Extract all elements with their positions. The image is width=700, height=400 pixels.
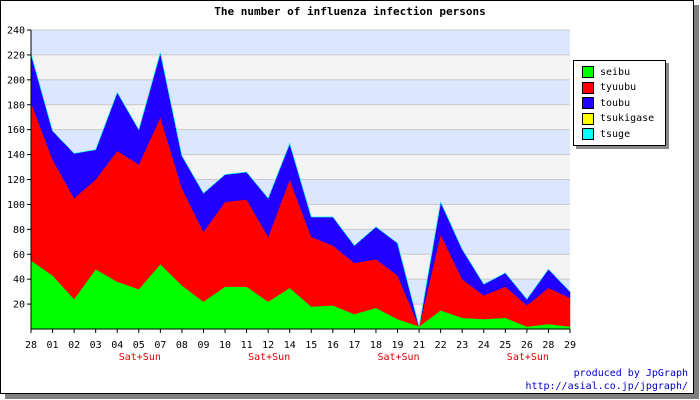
grid-band xyxy=(31,30,570,55)
legend-swatch xyxy=(582,97,594,110)
weekend-label: Sat+Sun xyxy=(119,352,161,363)
legend-label: toubu xyxy=(600,97,631,109)
x-tick-label: 26 xyxy=(521,340,533,351)
x-tick-label: 14 xyxy=(284,340,296,351)
x-tick-label: 19 xyxy=(391,340,403,351)
legend-item-tyuubu: tyuubu xyxy=(582,81,636,95)
legend-item-tsuge: tsuge xyxy=(582,127,630,141)
y-tick-label: 100 xyxy=(7,200,25,211)
y-tick-label: 20 xyxy=(13,300,25,311)
y-tick-label: 240 xyxy=(7,26,25,37)
x-tick-label: 08 xyxy=(176,340,188,351)
x-tick-label: 17 xyxy=(348,340,360,351)
area-series-tsuge xyxy=(30,52,571,327)
legend-label: tsuge xyxy=(600,128,631,140)
y-tick-label: 120 xyxy=(7,175,25,186)
legend-swatch xyxy=(582,112,594,125)
credit-line-2: http://asial.co.jp/jpgraph/ xyxy=(525,381,688,392)
chart-title: The number of influenza infection person… xyxy=(214,5,486,18)
weekend-label: Sat+Sun xyxy=(507,352,549,363)
y-tick-label: 160 xyxy=(7,125,25,136)
weekend-label: Sat+Sun xyxy=(248,352,290,363)
x-tick-label: 11 xyxy=(241,340,253,351)
x-tick-label: 04 xyxy=(111,340,123,351)
x-tick-label: 12 xyxy=(262,340,274,351)
x-tick-label: 03 xyxy=(90,340,102,351)
y-tick-label: 140 xyxy=(7,150,25,161)
legend-swatch xyxy=(582,81,594,94)
credit: produced by JpGraph http://asial.co.jp/j… xyxy=(525,367,688,393)
legend-item-tsukigase: tsukigase xyxy=(582,112,654,126)
legend-swatch xyxy=(582,128,594,141)
chart-legend: seibu tyuubu toubu tsukigase tsuge xyxy=(573,60,666,146)
x-tick-label: 25 xyxy=(499,340,511,351)
x-tick-label: 15 xyxy=(305,340,317,351)
y-tick-label: 180 xyxy=(7,100,25,111)
x-tick-label: 01 xyxy=(47,340,59,351)
x-tick-label: 05 xyxy=(133,340,145,351)
x-tick-label: 02 xyxy=(68,340,80,351)
x-tick-label: 16 xyxy=(327,340,339,351)
x-tick-label: 18 xyxy=(370,340,382,351)
x-tick-label: 23 xyxy=(456,340,468,351)
x-tick-label: 09 xyxy=(197,340,209,351)
grid-band xyxy=(31,79,570,105)
y-tick-label: 80 xyxy=(13,225,25,236)
x-tick-label: 07 xyxy=(154,340,166,351)
y-tick-label: 200 xyxy=(7,75,25,86)
x-tick-label: 24 xyxy=(478,340,490,351)
x-tick-label: 28 xyxy=(25,340,37,351)
weekend-label: Sat+Sun xyxy=(377,352,419,363)
legend-swatch xyxy=(582,66,594,78)
x-tick-label: 10 xyxy=(219,340,231,351)
grid-band xyxy=(31,54,570,80)
x-tick-label: 29 xyxy=(564,340,576,351)
y-tick-label: 40 xyxy=(13,275,25,286)
legend-label: seibu xyxy=(600,66,631,78)
legend-item-seibu: seibu xyxy=(582,65,630,79)
legend-item-toubu: toubu xyxy=(582,96,630,110)
credit-line-1: produced by JpGraph xyxy=(573,368,688,379)
y-tick-label: 60 xyxy=(13,250,25,261)
x-tick-label: 28 xyxy=(542,340,554,351)
x-tick-label: 22 xyxy=(435,340,447,351)
x-tick-label: 21 xyxy=(413,340,425,351)
y-tick-label: 220 xyxy=(7,50,25,61)
legend-label: tsukigase xyxy=(600,113,655,125)
legend-label: tyuubu xyxy=(600,82,637,94)
